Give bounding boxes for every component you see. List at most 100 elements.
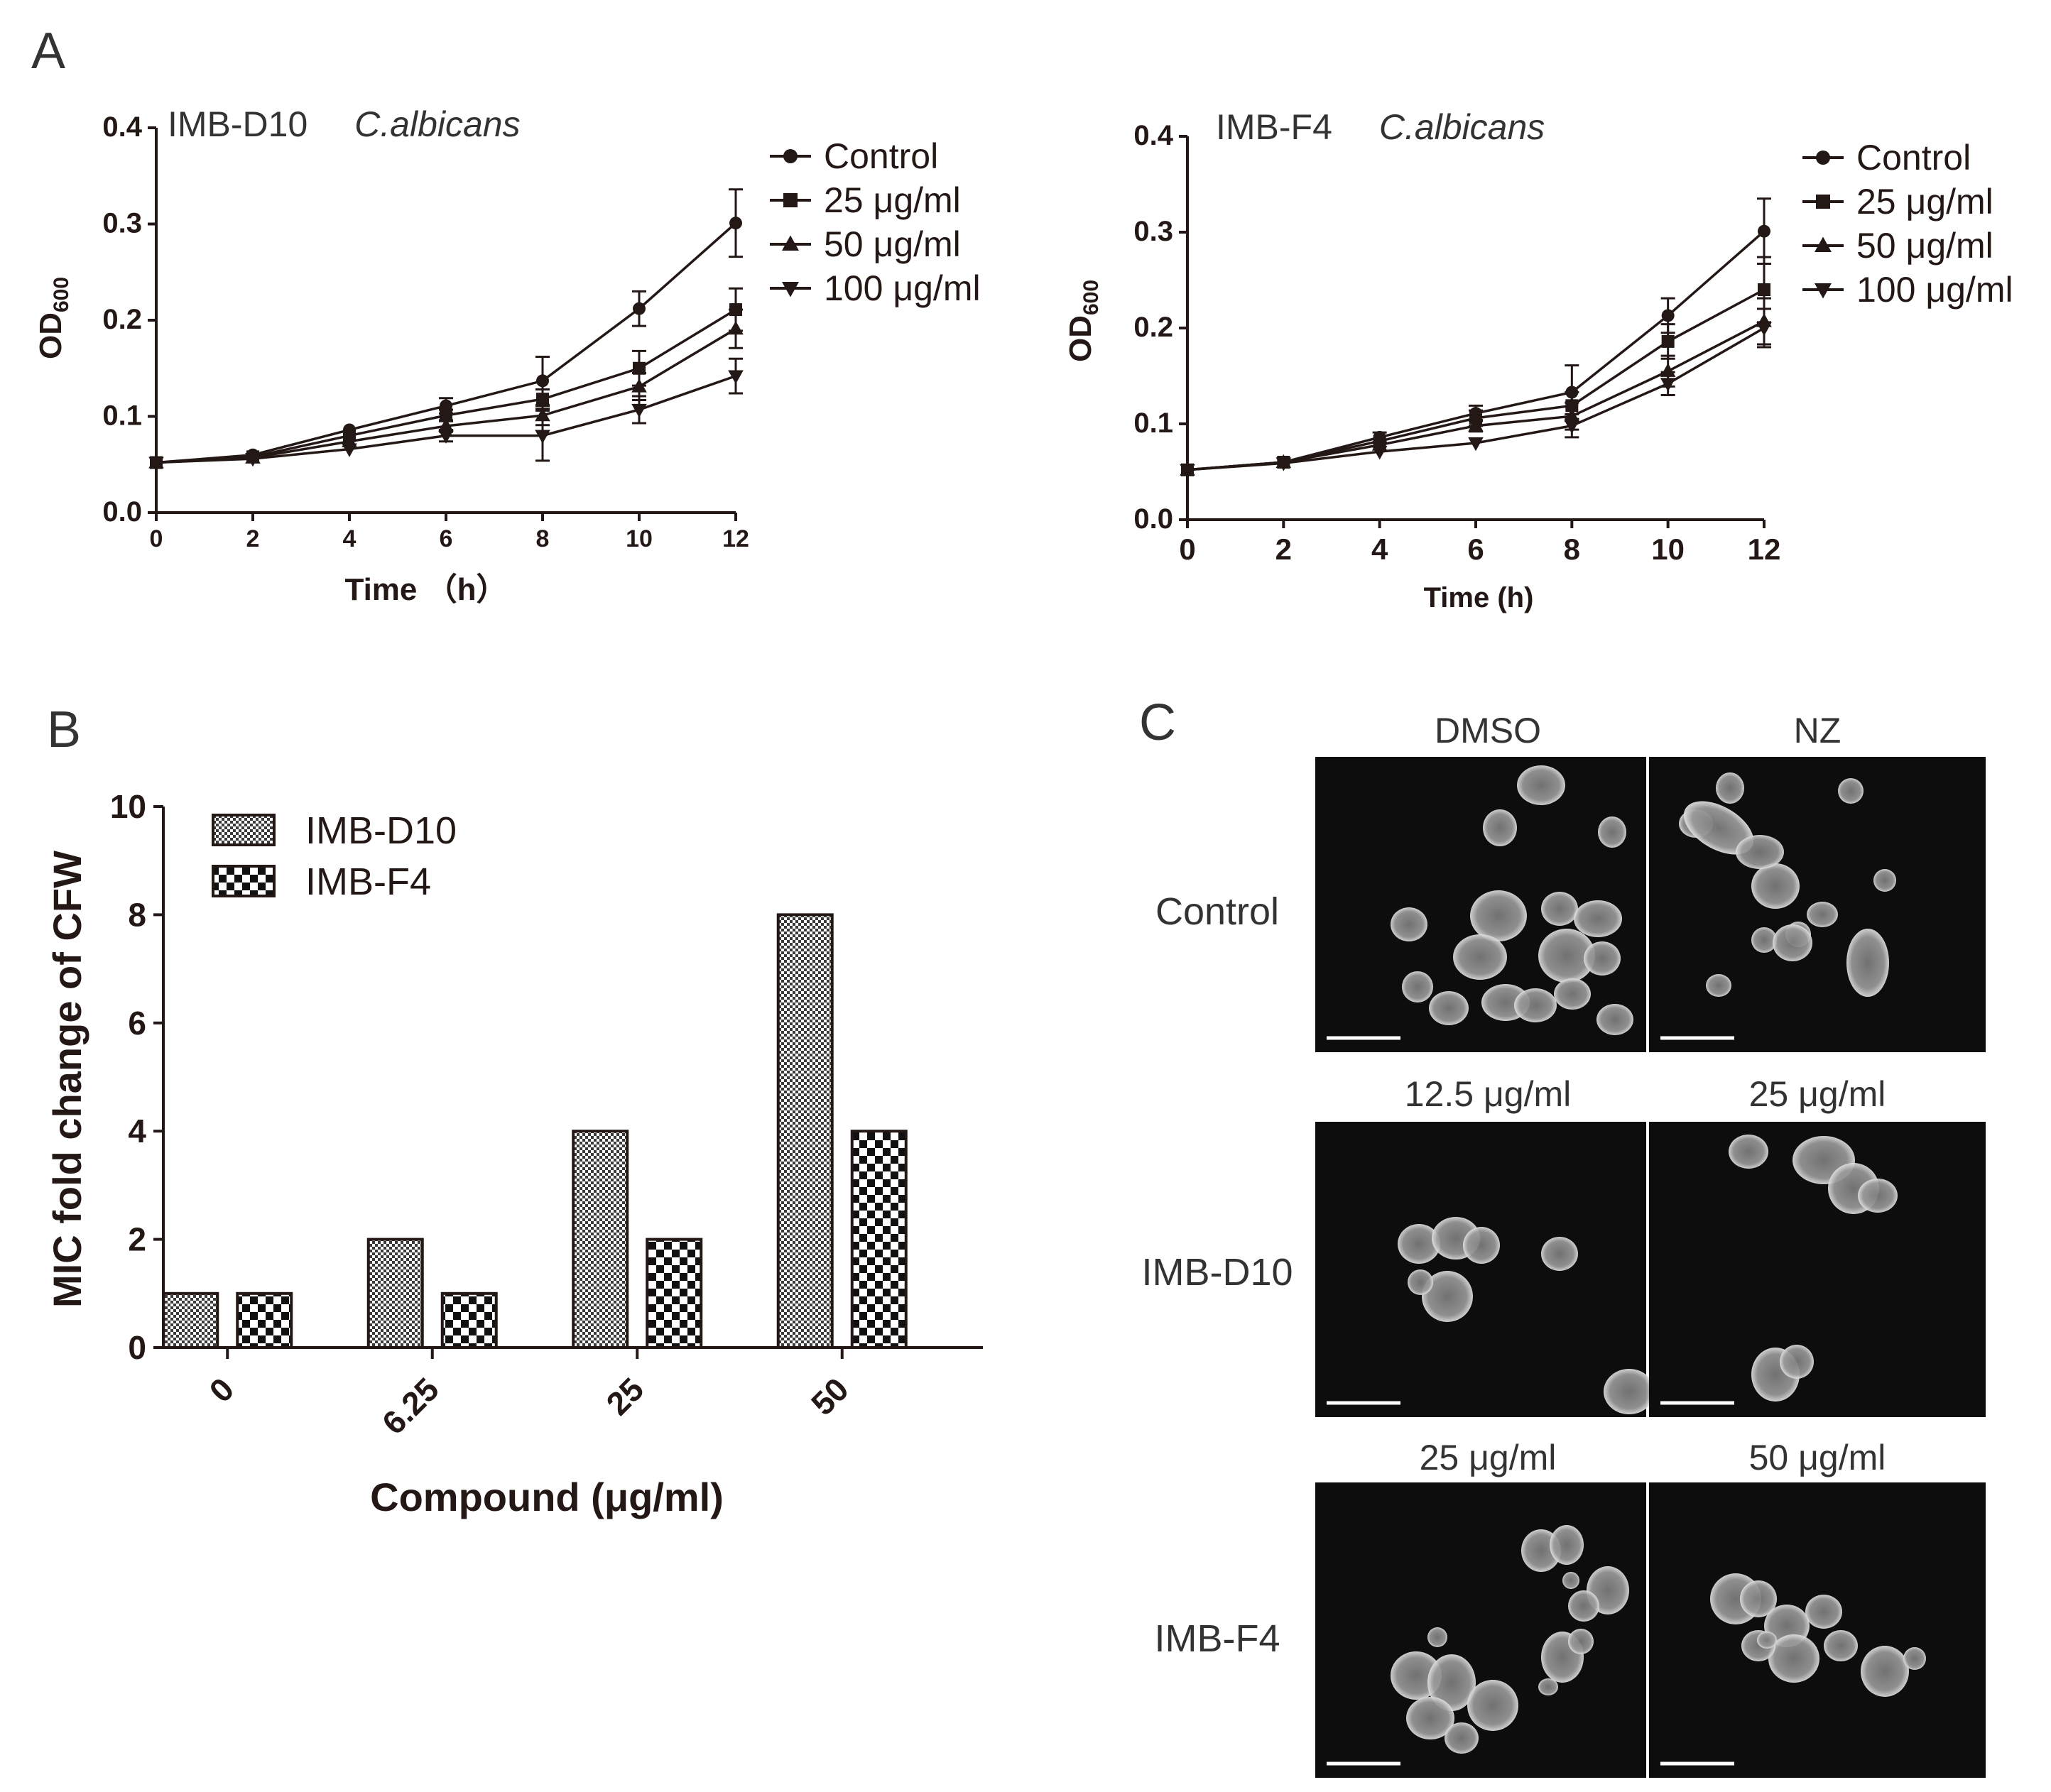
data-point (631, 378, 647, 393)
yeast-cell (1773, 924, 1812, 961)
chart-title-strain: IMB-F4 (1216, 107, 1332, 147)
bar (850, 1130, 908, 1349)
yeast-cell (1596, 1004, 1633, 1035)
yeast-cell (1538, 1678, 1558, 1695)
data-point (729, 217, 742, 230)
y-axis-title: MIC fold change of CFW (45, 851, 89, 1308)
x-tick-label: 0 (202, 1370, 241, 1409)
row-label: IMB-F4 (1154, 1617, 1280, 1660)
micrograph-grid: Control DMSO NZ IMB-D10 12.5 μg/ml 25 μg/ml IM… (1141, 711, 1986, 1778)
yeast-cell (1873, 869, 1896, 892)
column-label: 25 μg/ml (1749, 1074, 1886, 1114)
x-tick-label: 12 (722, 525, 749, 552)
y-axis-title: OD600 (1063, 280, 1103, 362)
x-tick-label: 4 (1371, 532, 1388, 566)
data-point (1564, 420, 1580, 434)
yeast-cell (1861, 1646, 1909, 1697)
x-tick-label: 0 (1179, 532, 1195, 566)
yeast-cell (1729, 1135, 1768, 1169)
yeast-cell (1483, 809, 1517, 846)
x-axis-title: Time （h） (344, 572, 507, 607)
yeast-cell (1470, 890, 1527, 941)
legend-label: 25 μg/ml (824, 180, 961, 220)
yeast-cell (1463, 1227, 1500, 1264)
column-label: 12.5 μg/ml (1405, 1074, 1571, 1114)
bar (366, 1238, 424, 1349)
y-axis-title-subscript: 600 (1079, 280, 1103, 315)
yeast-cell (1768, 1634, 1819, 1683)
legend-marker (783, 193, 798, 207)
micrograph-image (1315, 757, 1646, 1052)
legend-label: 50 μg/ml (824, 224, 961, 264)
x-tick-label: 10 (1651, 532, 1685, 566)
y-tick-label: 0.3 (1133, 216, 1173, 247)
yeast-cell (1740, 1580, 1777, 1617)
legend-marker (783, 149, 798, 163)
bar (440, 1291, 498, 1350)
x-tick-label: 6 (1467, 532, 1484, 566)
legend-marker (1816, 195, 1830, 209)
micrograph-image (1649, 1122, 1986, 1417)
x-tick-label: 6 (440, 525, 453, 552)
data-point (1661, 309, 1675, 322)
data-point (535, 430, 550, 444)
x-axis-title: Time (h) (1424, 582, 1534, 613)
y-tick-label: 0.2 (1133, 312, 1173, 343)
yeast-cell (1838, 778, 1864, 804)
series-4 (1180, 307, 1772, 479)
column-label: DMSO (1435, 711, 1541, 750)
y-tick-label: 0.1 (102, 400, 142, 432)
legend-label: 100 μg/ml (824, 268, 981, 308)
legend-swatch (212, 865, 276, 897)
micrograph-image (1315, 1482, 1646, 1778)
data-point (148, 457, 164, 471)
x-tick-label: 8 (1564, 532, 1580, 566)
micrograph-background (1315, 1122, 1646, 1417)
nz-hyphal-cell (1683, 801, 1784, 869)
data-point (633, 302, 646, 315)
bar (236, 1291, 293, 1350)
yeast-cell (1402, 971, 1433, 1002)
yeast-cell (1805, 1595, 1842, 1629)
yeast-cell (1780, 1345, 1814, 1379)
data-point (1468, 437, 1484, 452)
yeast-cell (1757, 1632, 1777, 1649)
row-label: IMB-D10 (1141, 1251, 1293, 1294)
x-tick-label: 50 (804, 1370, 856, 1422)
y-tick-label: 0.4 (102, 111, 142, 143)
column-label: 50 μg/ml (1749, 1438, 1886, 1477)
legend-label: 100 μg/ml (1856, 270, 2013, 310)
elongated-cell (1736, 835, 1784, 869)
column-label: 25 μg/ml (1420, 1438, 1557, 1477)
x-tick-label: 4 (343, 525, 357, 552)
yeast-cell (1541, 892, 1578, 926)
yeast-cell (1858, 1179, 1898, 1213)
yeast-cell (1445, 1722, 1479, 1754)
x-tick-label: 10 (626, 525, 653, 552)
chart-title-species: C.albicans (354, 104, 520, 144)
yeast-cell (1574, 900, 1622, 937)
series-3 (148, 308, 744, 469)
y-tick-label: 2 (128, 1221, 146, 1258)
legend-label: Control (824, 136, 938, 176)
y-tick-label: 0 (128, 1329, 146, 1366)
data-point (1180, 464, 1195, 479)
chart-title-species: C.albicans (1379, 107, 1545, 147)
y-axis-title: OD600 (33, 277, 73, 359)
yeast-cell (1541, 1237, 1578, 1271)
data-point (1371, 446, 1388, 460)
yeast-cell (1751, 927, 1777, 953)
legend-label: 25 μg/ml (1856, 182, 1993, 222)
chart-title: IMB-D10 C.albicans (168, 104, 521, 144)
yeast-cell (1903, 1647, 1926, 1670)
yeast-cell (1429, 991, 1469, 1025)
x-axis-title: Compound (μg/ml) (370, 1475, 724, 1519)
data-point (728, 320, 744, 335)
yeast-cell (1824, 1630, 1858, 1661)
micrograph-image (1649, 757, 1986, 1052)
yeast-cell (1427, 1627, 1447, 1647)
yeast-cell (1550, 1525, 1584, 1565)
chart-title-strain: IMB-D10 (168, 104, 308, 144)
legend-swatch (212, 814, 276, 846)
